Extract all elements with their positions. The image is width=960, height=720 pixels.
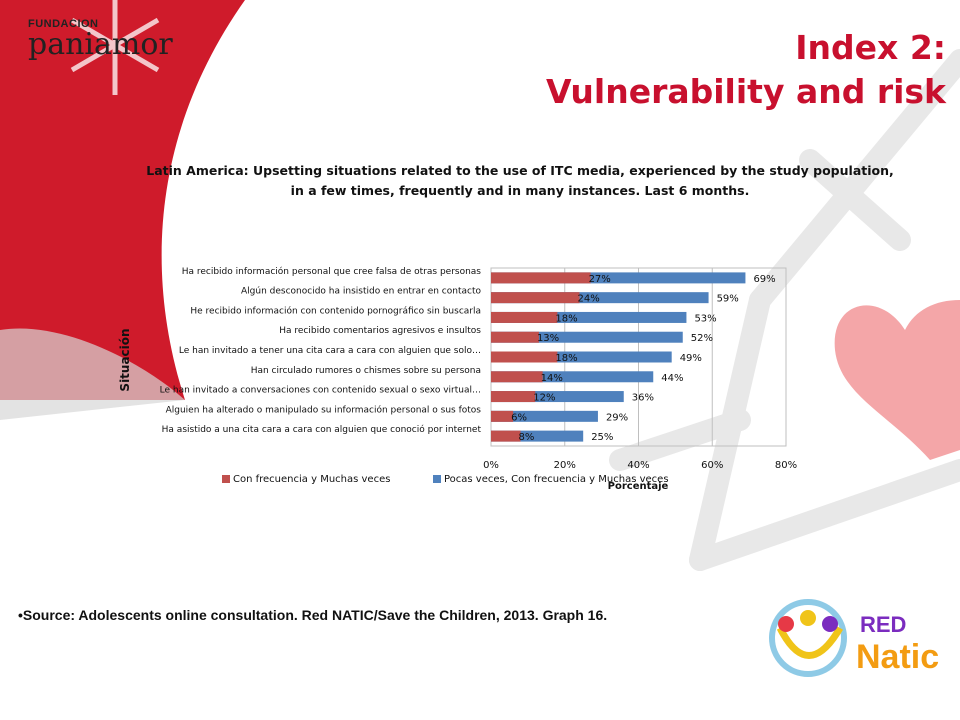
data-label-series-2: 49% — [680, 353, 702, 364]
paniamor-logo: FUNDACION paniamor — [28, 18, 173, 60]
bar-series-1 — [491, 331, 539, 343]
bar-series-2 — [491, 272, 746, 284]
x-tick-label: 0% — [483, 460, 499, 471]
chart-title-line2: in a few times, frequently and in many i… — [290, 183, 750, 198]
bar-series-2 — [491, 410, 598, 422]
red-natic-word-natic: Natic — [856, 638, 939, 676]
data-label-series-2: 25% — [591, 432, 613, 443]
y-category-label: Ha asistido a una cita cara a cara con a… — [162, 424, 482, 435]
x-tick-label: 20% — [554, 460, 576, 471]
slide-title: Index 2: Vulnerability and risk — [546, 26, 946, 114]
figure-head-icon-2 — [800, 610, 816, 626]
figure-head-icon-3 — [822, 616, 838, 632]
gray-swoosh-shape — [0, 328, 185, 420]
logo-small-text: FUNDACION — [28, 18, 99, 30]
bar-series-2 — [491, 430, 584, 442]
y-category-label: Le han invitado a tener una cita cara a … — [179, 346, 481, 356]
red-banner-shape — [0, 0, 245, 400]
y-category-label: Ha recibido comentarios agresivos e insu… — [279, 326, 481, 336]
data-label-series-1: 18% — [555, 313, 577, 324]
slide-title-line2: Vulnerability and risk — [546, 72, 946, 111]
data-label-series-2: 29% — [606, 412, 628, 423]
snowflake-icon-right — [609, 49, 960, 571]
chart-labels: 0% 20% 40% 60% 80% Ha recibido información pe… — [160, 266, 797, 471]
heart-icon — [834, 300, 960, 460]
data-label-series-1: 18% — [555, 353, 577, 364]
legend-label-series-2: Pocas veces, Con frecuencia y Muchas vec… — [444, 474, 669, 485]
slide-title-line1: Index 2: — [795, 28, 946, 67]
y-category-label: Le han invitado a conversaciones con con… — [160, 386, 481, 396]
data-label-series-1: 8% — [519, 432, 535, 443]
bar-series-2 — [491, 351, 672, 363]
data-label-series-2: 44% — [661, 373, 683, 384]
x-tick-label: 40% — [627, 460, 649, 471]
red-natic-word-red: RED — [860, 612, 906, 637]
data-label-series-2: 69% — [753, 274, 775, 285]
bar-series-1 — [491, 272, 591, 284]
data-label-series-2: 59% — [717, 294, 739, 305]
y-category-label: Han circulado rumores o chismes sobre su… — [251, 366, 481, 376]
snowflake-icon-top-left — [70, 0, 160, 95]
data-label-series-1: 14% — [541, 373, 563, 384]
data-label-series-2: 52% — [691, 333, 713, 344]
bar-series-1 — [491, 410, 514, 422]
bar-series-2 — [491, 311, 687, 323]
data-label-series-2: 53% — [694, 313, 716, 324]
y-category-label: Algún desconocido ha insistido en entrar… — [241, 287, 481, 297]
data-label-series-1: 13% — [537, 333, 559, 344]
bar-series-2 — [491, 331, 683, 343]
chart-title-line1: Latin America: Upsetting situations rela… — [146, 163, 894, 178]
legend-swatch-series-1 — [222, 475, 230, 483]
chart-bars — [491, 272, 746, 442]
bar-series-1 — [491, 292, 580, 304]
data-label-series-1: 12% — [533, 393, 555, 404]
chart-legend: Con frecuencia y Muchas veces Pocas vece… — [222, 474, 669, 485]
bar-series-1 — [491, 391, 536, 403]
legend-swatch-series-2 — [433, 475, 441, 483]
data-label-series-1: 6% — [511, 412, 527, 423]
x-tick-label: 80% — [775, 460, 797, 471]
figure-head-icon-1 — [778, 616, 794, 632]
y-axis-label: Situación — [118, 328, 132, 391]
legend-label-series-1: Con frecuencia y Muchas veces — [233, 474, 390, 485]
x-tick-label: 60% — [701, 460, 723, 471]
globe-icon — [769, 599, 847, 677]
source-note: •Source: Adolescents online consultation… — [18, 607, 608, 623]
data-label-series-2: 36% — [632, 393, 654, 404]
y-category-label: Ha recibido información personal que cre… — [182, 266, 482, 277]
y-category-label: Alguien ha alterado o manipulado su info… — [166, 404, 482, 415]
chart-title: Latin America: Upsetting situations rela… — [120, 161, 920, 201]
logo-big-text: paniamor — [28, 27, 173, 62]
bar-series-1 — [491, 371, 543, 383]
bar-series-2 — [491, 292, 709, 304]
data-label-series-1: 24% — [578, 294, 600, 305]
figures-icon — [776, 626, 844, 659]
data-label-series-1: 27% — [589, 274, 611, 285]
red-natic-logo: RED Natic — [769, 599, 939, 677]
x-axis-label: Porcentaje — [608, 481, 669, 492]
y-category-label: He recibido información con contenido po… — [190, 305, 481, 316]
bar-series-2 — [491, 371, 654, 383]
bar-series-2 — [491, 391, 624, 403]
bar-series-1 — [491, 430, 521, 442]
bar-series-1 — [491, 351, 558, 363]
bar-series-1 — [491, 311, 558, 323]
